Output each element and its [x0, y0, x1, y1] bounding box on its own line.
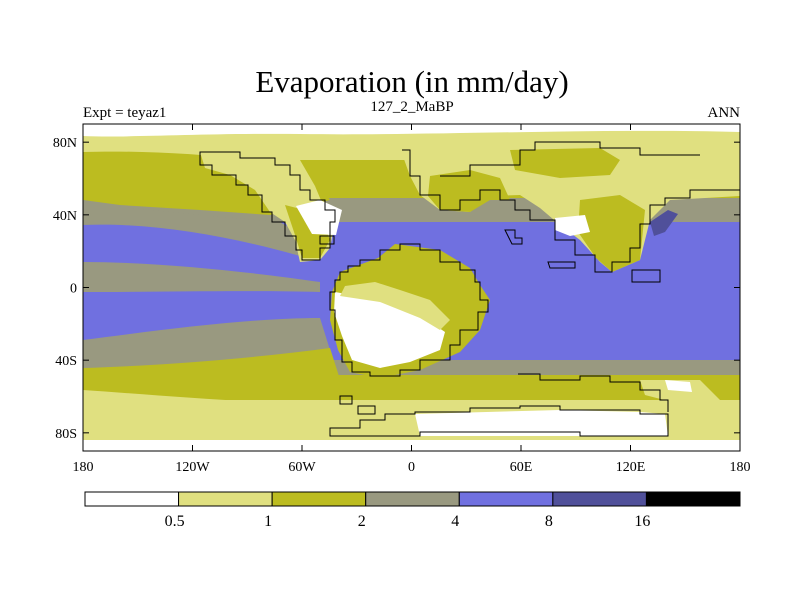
africa-light-rim [340, 282, 450, 330]
season-label: ANN [708, 105, 741, 121]
colorbar-label: 4 [451, 513, 459, 530]
x-tick-label: 180 [730, 460, 751, 475]
arctic-white [83, 124, 740, 137]
east-asia-olive [578, 195, 645, 272]
colorbar-swatch [458, 491, 554, 507]
longitude-ticks: 180 120W 60W 0 60E 120E 180 [73, 124, 751, 475]
north-pacific-gray [83, 200, 310, 256]
asia-dark-spot [650, 210, 678, 236]
colorbar-swatch [645, 491, 741, 507]
east-pacific-gray [83, 262, 320, 292]
colorbar-swatch [271, 491, 367, 507]
x-tick-label: 60E [510, 460, 533, 475]
colorbar-swatch [84, 491, 180, 507]
coastline-antarctica [329, 405, 669, 437]
colorbar-swatch [178, 491, 273, 507]
colorbar-label: 1 [264, 513, 272, 530]
x-tick-label: 180 [73, 460, 94, 475]
coastline-north-america [199, 151, 336, 261]
y-tick-label: 80N [53, 136, 77, 151]
x-tick-label: 120E [616, 460, 646, 475]
coastline-north-asia [440, 141, 700, 177]
coastline-africa [329, 243, 489, 377]
africa-desert-white [334, 292, 445, 368]
antarctic-ice [415, 410, 668, 436]
eurasia-continent [400, 140, 740, 272]
coastline-south-australia [518, 373, 669, 412]
x-tick-label: 0 [408, 460, 415, 475]
colorbar-label: 8 [545, 513, 553, 530]
coastline-eurasia [402, 149, 740, 273]
x-tick-label: 120W [175, 460, 210, 475]
colorbar-swatch [365, 491, 460, 507]
colorbar-swatch [552, 491, 647, 507]
colorbar-label: 16 [634, 513, 650, 530]
eurasia-olive-zone [428, 170, 510, 212]
y-tick-label: 40N [53, 209, 77, 224]
south-light-west [83, 390, 330, 440]
colorbar-label: 0.5 [165, 513, 185, 530]
experiment-label: Expt = teyaz1 [83, 105, 166, 121]
period-label: 127_2_MaBP [370, 99, 453, 115]
desert-white-eurasia [555, 215, 590, 236]
map-title: Evaporation (in mm/day) [255, 64, 568, 99]
y-tick-label: 80S [55, 427, 77, 442]
colorbar: 0.5 1 2 4 8 16 [84, 491, 741, 530]
colorbar-label: 2 [358, 513, 366, 530]
y-tick-label: 40S [55, 354, 77, 369]
north-asia-olive [510, 148, 620, 178]
x-tick-label: 60W [288, 460, 316, 475]
latitude-ticks: 80N 40N 0 40S 80S [53, 136, 740, 442]
southern-white-patch [665, 380, 692, 392]
map-field [83, 124, 740, 451]
south-olive-west [83, 348, 345, 398]
y-tick-label: 0 [70, 282, 77, 297]
coastlines [199, 141, 740, 437]
coastline-islands [319, 229, 661, 415]
